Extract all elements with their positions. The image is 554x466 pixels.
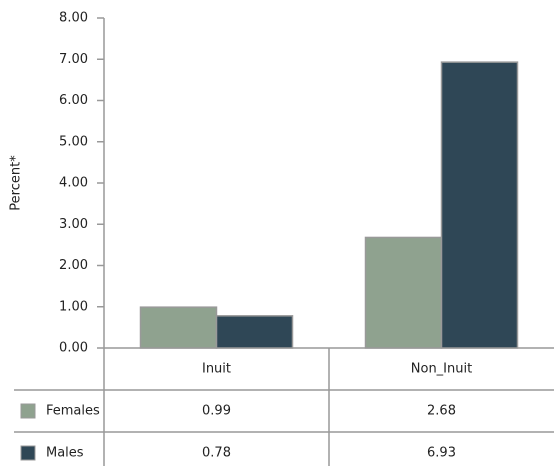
- y-tick-label: 5.00: [59, 134, 88, 149]
- legend-swatch: [20, 403, 36, 419]
- y-tick-label: 2.00: [59, 258, 88, 273]
- x-tick-label: Inuit: [202, 362, 231, 377]
- bar: [139, 306, 218, 349]
- bar: [364, 236, 443, 349]
- x-tick-label: Non_Inuit: [411, 362, 472, 377]
- bar: [440, 61, 519, 349]
- bar: [215, 315, 294, 349]
- y-tick-label: 7.00: [59, 52, 88, 67]
- y-tick-label: 4.00: [59, 176, 88, 191]
- y-tick-label: 0.00: [59, 341, 88, 356]
- table-value: 0.99: [202, 404, 231, 419]
- legend-label: Females: [46, 404, 100, 419]
- table-value: 2.68: [427, 404, 456, 419]
- table-value: 6.93: [427, 446, 456, 461]
- legend-label: Males: [46, 446, 84, 461]
- y-tick-label: 8.00: [59, 11, 88, 26]
- y-tick-label: 1.00: [59, 299, 88, 314]
- legend-swatch: [20, 445, 36, 461]
- table-value: 0.78: [202, 446, 231, 461]
- y-tick-label: 6.00: [59, 93, 88, 108]
- y-axis-label: Percent*: [9, 155, 24, 211]
- y-tick-label: 3.00: [59, 217, 88, 232]
